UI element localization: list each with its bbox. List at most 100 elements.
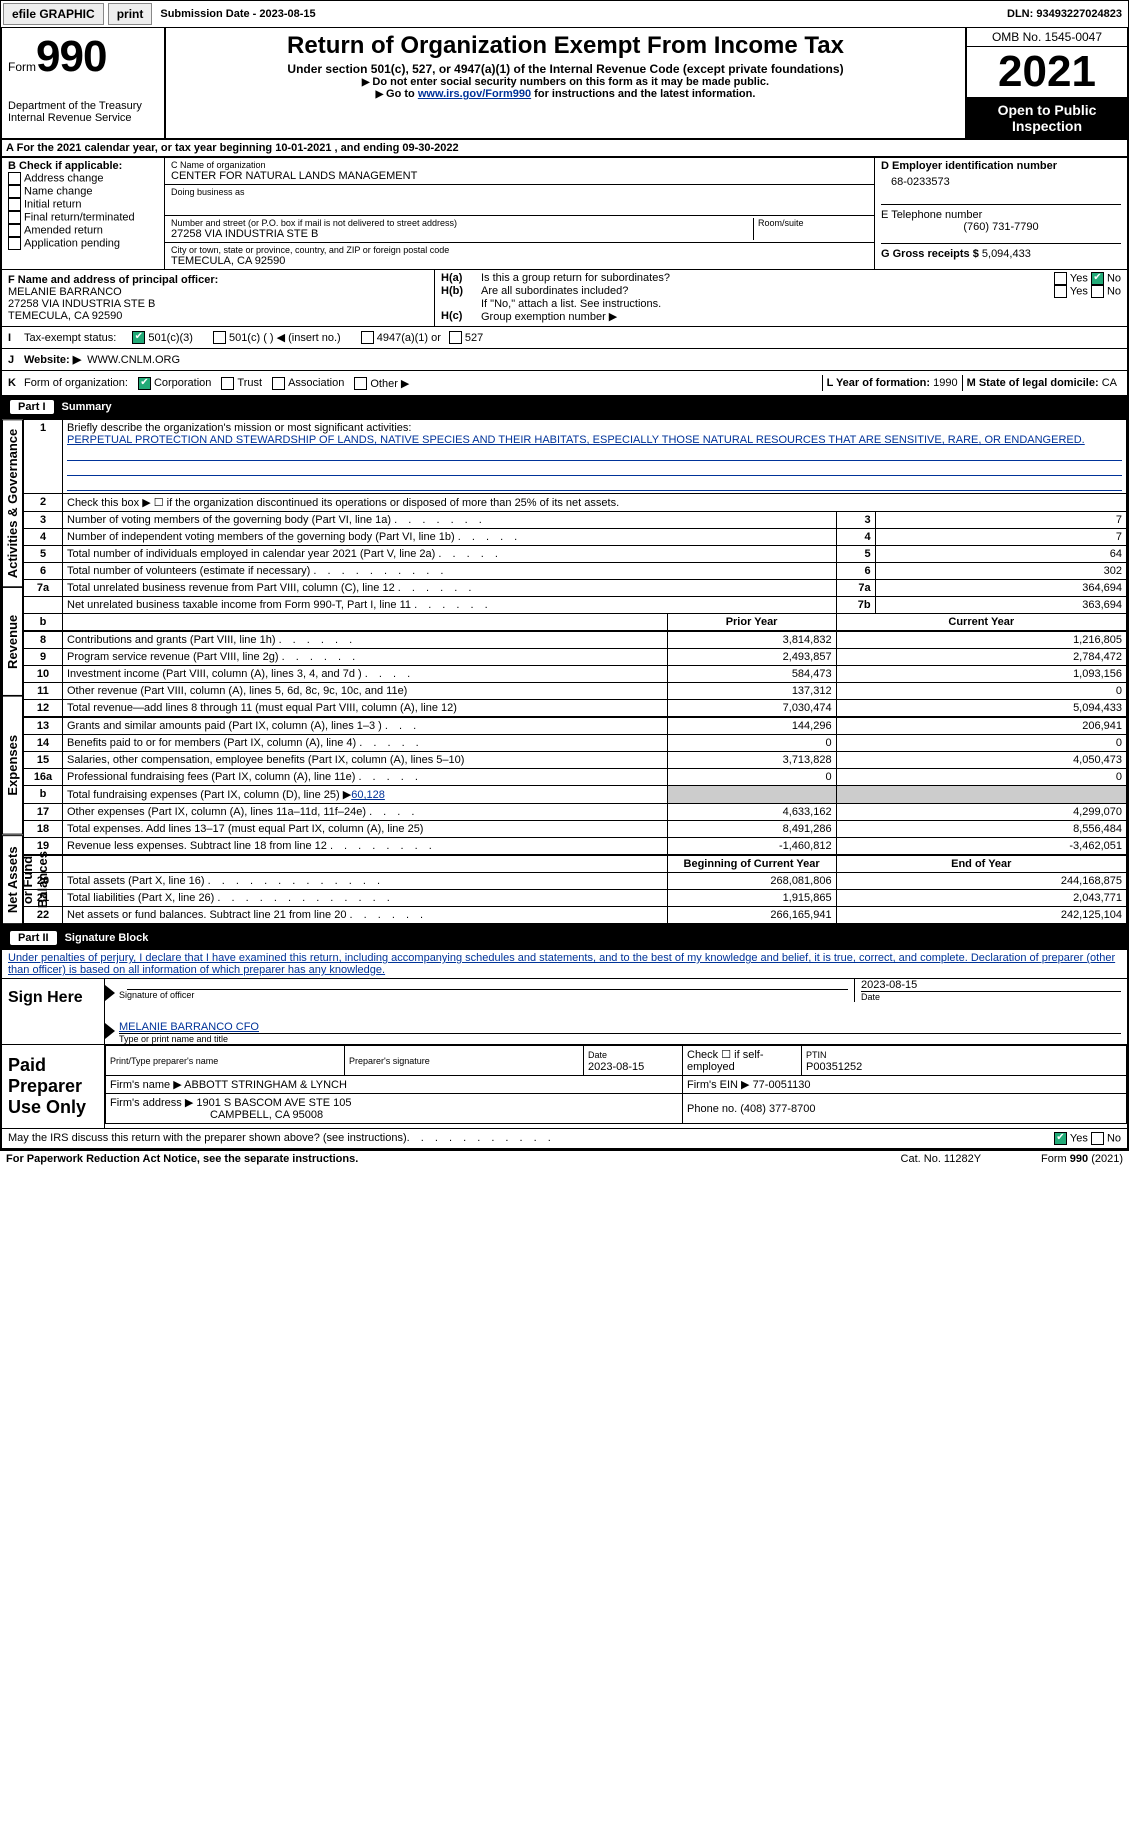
p16a: 0 [667, 769, 836, 786]
v3: 7 [875, 512, 1126, 529]
p9: 2,493,857 [667, 649, 836, 666]
line-a-calendar-year: A For the 2021 calendar year, or tax yea… [0, 140, 1129, 158]
chk-address[interactable] [8, 172, 21, 185]
p12: 7,030,474 [667, 700, 836, 718]
chk-name[interactable] [8, 185, 21, 198]
footer: For Paperwork Reduction Act Notice, see … [0, 1150, 1129, 1167]
p19: -1,460,812 [667, 838, 836, 856]
note-link: Go to www.irs.gov/Form990 for instructio… [172, 88, 959, 100]
firm-name: ABBOTT STRINGHAM & LYNCH [184, 1079, 347, 1091]
chk-hb-yes[interactable] [1054, 285, 1067, 298]
v5: 64 [875, 546, 1126, 563]
firm-ein: 77-0051130 [753, 1079, 811, 1091]
chk-hb-no[interactable] [1091, 285, 1104, 298]
c15: 4,050,473 [836, 752, 1126, 769]
chk-final[interactable] [8, 211, 21, 224]
c10: 1,093,156 [836, 666, 1126, 683]
chk-ha-no[interactable] [1091, 272, 1104, 285]
website: WWW.CNLM.ORG [87, 354, 180, 366]
org-street: 27258 VIA INDUSTRIA STE B [171, 228, 753, 240]
v7b: 363,694 [875, 597, 1126, 614]
c9: 2,784,472 [836, 649, 1126, 666]
prep-date: 2023-08-15 [588, 1061, 644, 1073]
c20: 244,168,875 [836, 873, 1126, 890]
p21: 1,915,865 [667, 890, 836, 907]
irs-link[interactable]: www.irs.gov/Form990 [418, 88, 531, 100]
summary-table: 1 Briefly describe the organization's mi… [23, 419, 1127, 924]
signature-block: Under penalties of perjury, I declare th… [0, 950, 1129, 1150]
part-ii-header: Part II Signature Block [0, 926, 1129, 950]
open-inspection: Open to Public Inspection [967, 98, 1127, 138]
officer-city: TEMECULA, CA 92590 [8, 310, 428, 322]
firm-addr1: 1901 S BASCOM AVE STE 105 [196, 1097, 351, 1109]
vert-expenses: Expenses [2, 696, 23, 835]
tax-year: 2021 [967, 47, 1127, 98]
note-ssn: Do not enter social security numbers on … [172, 76, 959, 88]
chk-4947[interactable] [361, 331, 374, 344]
line-j: J Website: ▶ WWW.CNLM.ORG [0, 349, 1129, 371]
vert-revenue: Revenue [2, 587, 23, 696]
c19: -3,462,051 [836, 838, 1126, 856]
chk-corp[interactable] [138, 377, 151, 390]
mission-text[interactable]: PERPETUAL PROTECTION AND STEWARDSHIP OF … [67, 434, 1085, 446]
chk-assoc[interactable] [272, 377, 285, 390]
arrow-icon [105, 1023, 115, 1039]
c18: 8,556,484 [836, 821, 1126, 838]
dept-treasury: Department of the Treasury [8, 100, 158, 112]
c12: 5,094,433 [836, 700, 1126, 718]
p13: 144,296 [667, 717, 836, 735]
state-domicile: CA [1102, 377, 1117, 389]
vert-netassets: Net Assets or Fund Balances [2, 835, 23, 924]
penalty-text: Under penalties of perjury, I declare th… [8, 952, 1115, 976]
ein: 68-0233573 [881, 172, 1121, 188]
chk-trust[interactable] [221, 377, 234, 390]
vert-activities: Activities & Governance [2, 419, 23, 587]
p11: 137,312 [667, 683, 836, 700]
v7a: 364,694 [875, 580, 1126, 597]
ptin: P00351252 [806, 1061, 862, 1073]
chk-501c3[interactable] [132, 331, 145, 344]
chk-other[interactable] [354, 377, 367, 390]
chk-ha-yes[interactable] [1054, 272, 1067, 285]
chk-527[interactable] [449, 331, 462, 344]
form-number: 990 [36, 32, 106, 81]
org-name: CENTER FOR NATURAL LANDS MANAGEMENT [171, 170, 868, 182]
c11: 0 [836, 683, 1126, 700]
p20: 268,081,806 [667, 873, 836, 890]
box-c: C Name of organization CENTER FOR NATURA… [165, 158, 874, 269]
preparer-table: Print/Type preparer's name Preparer's si… [105, 1045, 1127, 1124]
c21: 2,043,771 [836, 890, 1126, 907]
firm-phone: (408) 377-8700 [740, 1103, 815, 1115]
dln: DLN: 93493227024823 [1001, 6, 1128, 22]
p10: 584,473 [667, 666, 836, 683]
efile-button[interactable]: efile GRAPHIC [3, 3, 104, 25]
fundraising-link[interactable]: 60,128 [351, 789, 385, 801]
part-i-body: Activities & Governance Revenue Expenses… [0, 419, 1129, 926]
omb-number: OMB No. 1545-0047 [967, 28, 1127, 47]
chk-initial[interactable] [8, 198, 21, 211]
officer-street: 27258 VIA INDUSTRIA STE B [8, 298, 428, 310]
v6: 302 [875, 563, 1126, 580]
line-klm: K Form of organization: Corporation Trus… [0, 371, 1129, 397]
v4: 7 [875, 529, 1126, 546]
chk-501c[interactable] [213, 331, 226, 344]
chk-discuss-no[interactable] [1091, 1132, 1104, 1145]
c8: 1,216,805 [836, 631, 1126, 649]
p15: 3,713,828 [667, 752, 836, 769]
chk-amended[interactable] [8, 224, 21, 237]
form-header: Form990 Department of the Treasury Inter… [0, 28, 1129, 140]
c14: 0 [836, 735, 1126, 752]
print-button[interactable]: print [108, 3, 153, 25]
form-subtitle: Under section 501(c), 527, or 4947(a)(1)… [172, 62, 959, 76]
chk-discuss-yes[interactable] [1054, 1132, 1067, 1145]
chk-pending[interactable] [8, 237, 21, 250]
dept-irs: Internal Revenue Service [8, 112, 158, 124]
p22: 266,165,941 [667, 907, 836, 924]
box-b: B Check if applicable: Address change Na… [2, 158, 165, 269]
submission-date: Submission Date - 2023-08-15 [154, 6, 321, 22]
sig-date: 2023-08-15 [861, 979, 1121, 991]
paid-preparer-label: Paid Preparer Use Only [2, 1045, 105, 1128]
gross-receipts: 5,094,433 [982, 248, 1031, 260]
officer-name-sig: MELANIE BARRANCO CFO [119, 1021, 259, 1033]
line-i: I Tax-exempt status: 501(c)(3) 501(c) ( … [0, 327, 1129, 349]
